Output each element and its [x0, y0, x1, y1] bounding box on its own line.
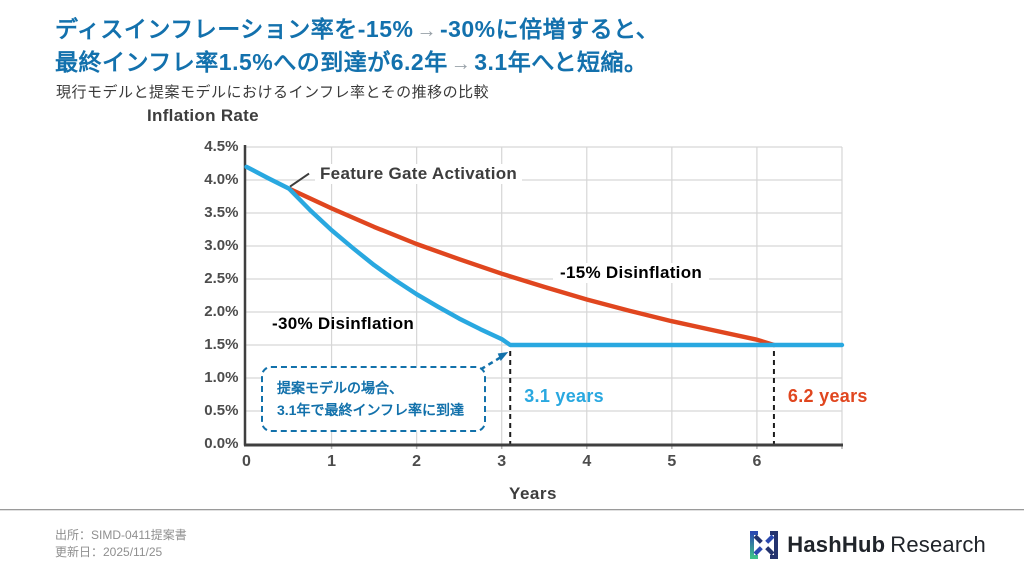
x-tick-label: 3: [497, 453, 507, 470]
x-tick-label: 6: [752, 453, 762, 470]
series-label-30pct-disinflation: -30% Disinflation: [272, 314, 415, 333]
page-title: ディスインフレーション率を-15% → -30%に倍増すると、 最終インフレ率1.5…: [55, 14, 659, 80]
x-tick-label: 2: [412, 453, 422, 470]
callout-line1: 提案モデルの場合、: [277, 380, 403, 396]
x-tick-label: 1: [327, 453, 337, 470]
hashhub-logo: HashHub Research: [749, 530, 986, 560]
y-tick-label: 0.0%: [204, 435, 239, 452]
y-tick-label: 4.5%: [204, 138, 239, 155]
x-tick-label: 0: [242, 453, 251, 470]
milestone-label: 3.1 years: [524, 386, 604, 406]
feature-gate-annotation: Feature Gate Activation: [315, 164, 523, 184]
y-tick-label: 3.0%: [204, 237, 239, 254]
y-tick-label: 1.0%: [204, 369, 239, 386]
updated-text: 更新日：2025/11/25: [55, 545, 163, 559]
page-subtitle: 現行モデルと提案モデルにおけるインフレ率とその推移の比較: [56, 84, 490, 101]
arrow-right-icon: →: [416, 20, 437, 42]
callout-line2: 3.1年で最終インフレ率に到達: [277, 402, 465, 418]
milestone-label: 6.2 years: [787, 386, 868, 406]
hashhub-logo-text: HashHub Research: [787, 532, 986, 557]
y-tick-label: 4.0%: [204, 171, 239, 188]
source-block: 出所：SIMD-0411提案書 更新日：2025/11/25: [55, 527, 187, 561]
source-text: 出所：SIMD-0411提案書: [55, 528, 187, 542]
hashhub-logo-icon: [750, 531, 779, 559]
x-axis-label: Years: [509, 484, 557, 503]
y-tick-label: 1.5%: [204, 336, 239, 353]
footer-divider: [0, 509, 1024, 511]
arrow-right-icon: →: [450, 53, 472, 75]
title-line1: ディスインフレーション率を-15% → -30%に倍増すると、: [55, 16, 660, 42]
y-tick-label: 3.5%: [204, 204, 239, 221]
series-label-15pct-disinflation: -15% Disinflation: [553, 263, 710, 283]
y-tick-label: 2.0%: [204, 303, 239, 320]
y-tick-label: 2.5%: [204, 270, 239, 287]
y-tick-label: 0.5%: [204, 402, 239, 419]
x-tick-label: 4: [582, 453, 592, 470]
x-tick-label: 5: [667, 453, 677, 470]
title-line2: 最終インフレ率1.5%への到達が6.2年 → 3.1年へと短縮。: [55, 49, 648, 75]
chart-title: Inflation Rate: [147, 106, 259, 125]
callout-box: 提案モデルの場合、 3.1年で最終インフレ率に到達: [261, 366, 486, 432]
